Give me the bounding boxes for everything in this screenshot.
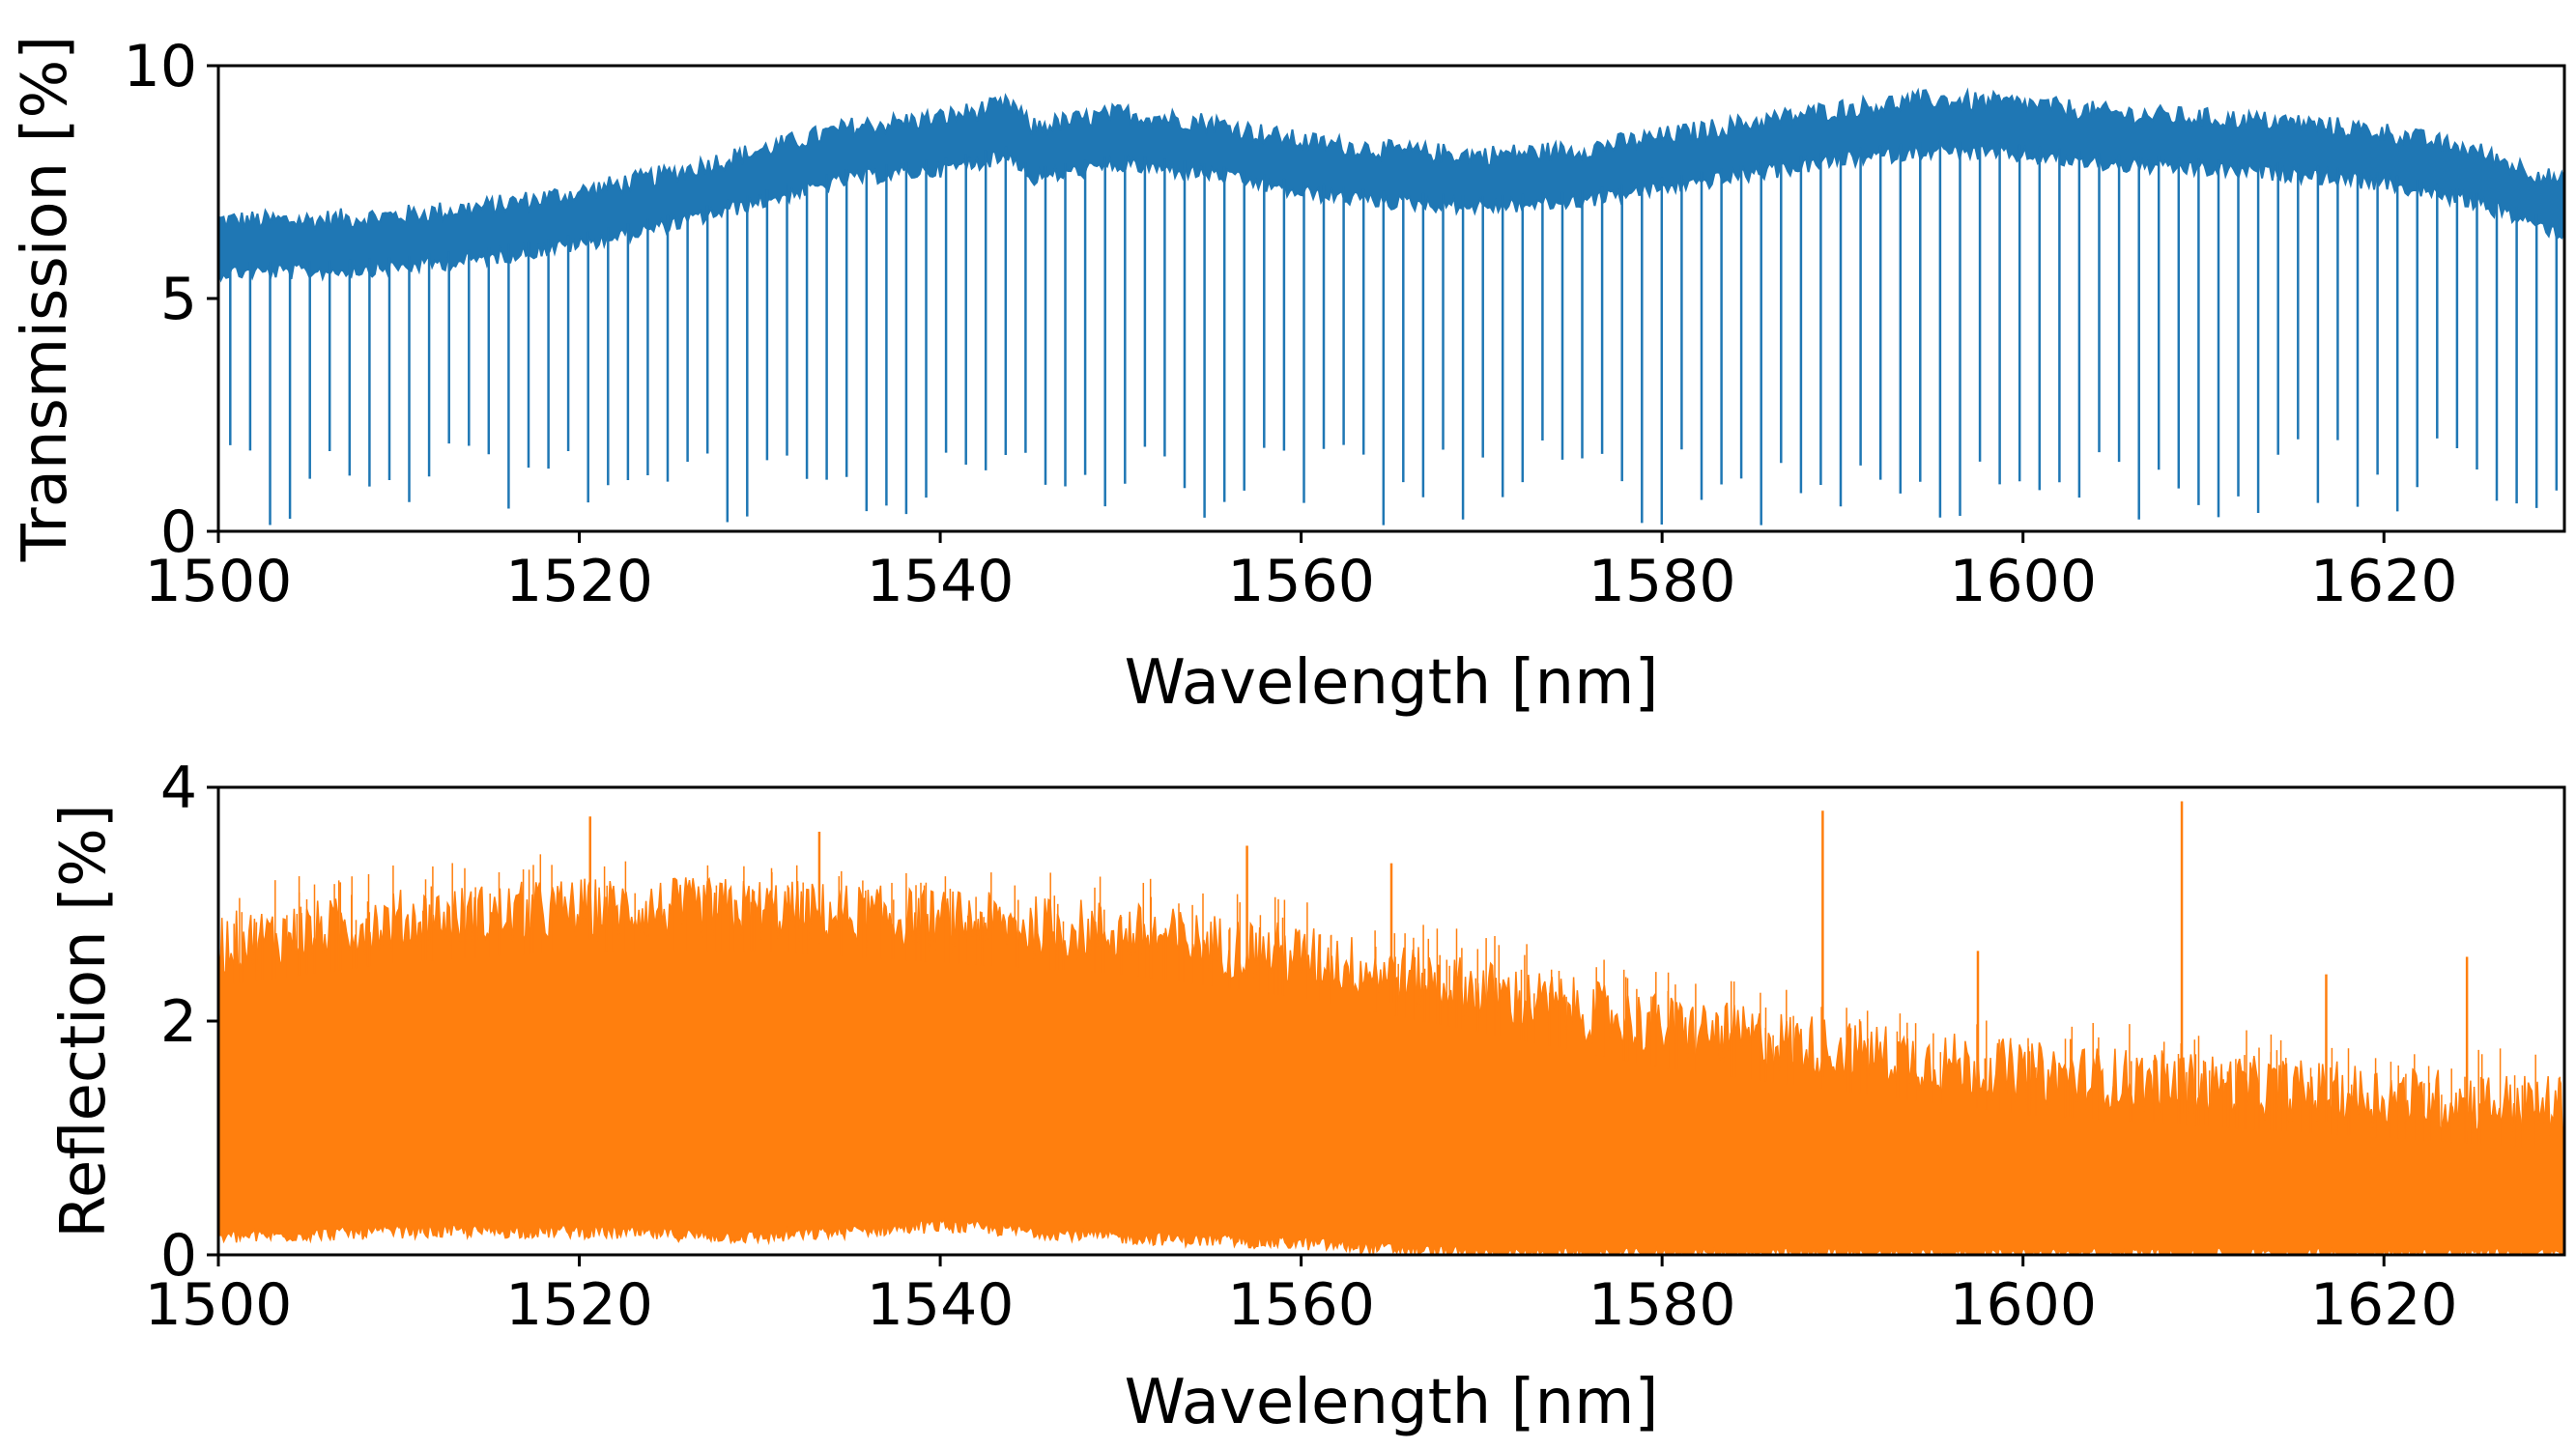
x-tick-label: 1500	[145, 1271, 293, 1339]
y-tick-label: 0	[160, 1222, 197, 1290]
reflection-band	[218, 876, 2564, 1255]
y-tick-label: 10	[124, 33, 197, 100]
x-tick-label: 1560	[1227, 548, 1375, 615]
y-tick-label: 5	[160, 266, 197, 333]
transmission-y-ticks: 0 5 10	[124, 33, 218, 566]
x-tick-label: 1540	[867, 548, 1015, 615]
y-tick-label: 2	[160, 988, 197, 1056]
y-tick-label: 0	[160, 498, 197, 566]
reflection-x-ticks: 1500 1520 1540 1560 1580 1600 1620	[145, 1255, 2458, 1339]
x-tick-label: 1520	[505, 548, 653, 615]
y-tick-label: 4	[160, 754, 197, 822]
x-tick-label: 1580	[1589, 548, 1736, 615]
x-tick-label: 1600	[1949, 548, 2097, 615]
reflection-panel: 1500 1520 1540 1560 1580 1600 1620 0 2 4 Wavelen…	[48, 754, 2566, 1438]
reflection-series	[218, 801, 2564, 1255]
reflection-y-axis-label: Reflection [%]	[48, 804, 120, 1238]
transmission-x-ticks: 1500 1520 1540 1560 1580 1600 1620	[145, 531, 2458, 615]
x-tick-label: 1580	[1589, 1271, 1736, 1339]
transmission-band	[218, 87, 2564, 283]
transmission-series	[218, 87, 2564, 526]
transmission-panel: 1500 1520 1540 1560 1580 1600 1620 0 5 10 Wavele…	[10, 33, 2566, 719]
x-tick-label: 1560	[1227, 1271, 1375, 1339]
x-tick-label: 1540	[867, 1271, 1015, 1339]
reflection-x-axis-label: Wavelength [nm]	[1125, 1367, 1659, 1438]
x-tick-label: 1600	[1949, 1271, 2097, 1339]
x-tick-label: 1620	[2310, 548, 2458, 615]
x-tick-label: 1520	[505, 1271, 653, 1339]
transmission-x-axis-label: Wavelength [nm]	[1125, 647, 1659, 719]
transmission-y-axis-label: Transmission [%]	[10, 36, 81, 563]
reflection-y-ticks: 0 2 4	[160, 754, 218, 1290]
x-tick-label: 1500	[145, 548, 293, 615]
x-tick-label: 1620	[2310, 1271, 2458, 1339]
